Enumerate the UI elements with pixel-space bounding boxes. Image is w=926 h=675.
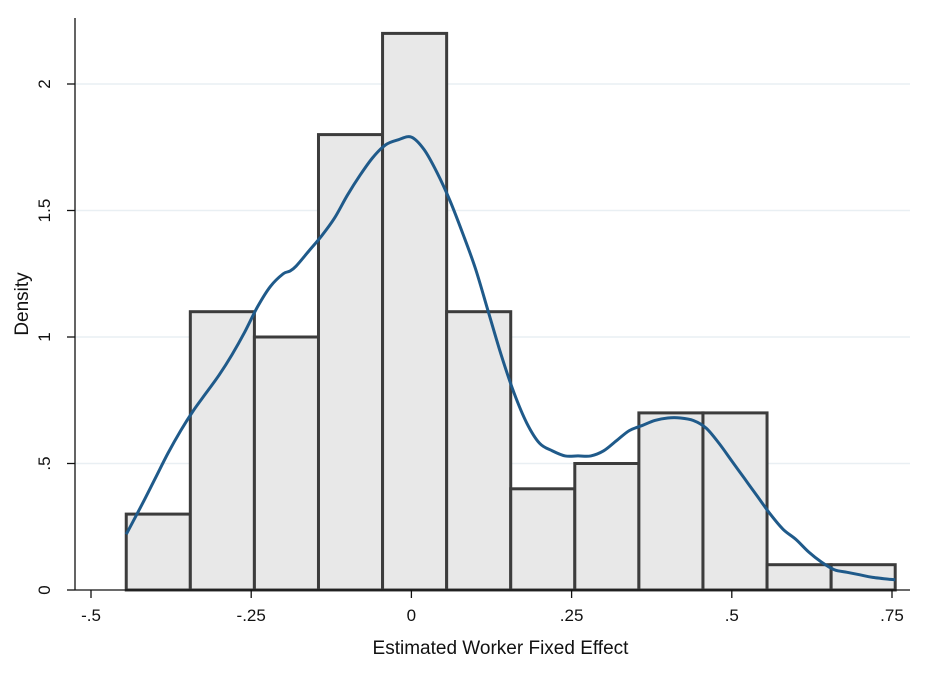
histogram-bar — [188, 310, 256, 592]
histogram-bar — [381, 31, 449, 592]
y-tick-label: 1.5 — [35, 199, 54, 223]
histogram-bar — [637, 411, 705, 592]
y-axis-title: Density — [12, 272, 33, 336]
x-tick-label: .25 — [560, 606, 584, 625]
y-tick-label: 2 — [35, 79, 54, 88]
axes — [74, 18, 910, 591]
x-tick-label: 0 — [407, 606, 416, 625]
histogram-bars — [124, 31, 897, 592]
y-tick-label: 0 — [35, 585, 54, 594]
histogram-bar — [701, 411, 769, 592]
x-axis-ticks: -.5 -.25 0 .25 .5 .75 — [81, 590, 904, 625]
histogram-bar — [509, 487, 577, 592]
histogram-bar — [445, 310, 513, 592]
y-axis-ticks: 0 .5 1 1.5 2 — [35, 79, 75, 595]
x-tick-label: .75 — [880, 606, 904, 625]
x-tick-label: .5 — [725, 606, 739, 625]
x-tick-label: -.5 — [81, 606, 101, 625]
x-tick-label: -.25 — [237, 606, 266, 625]
histogram-bar — [765, 563, 833, 592]
kde-density-curve — [124, 135, 896, 582]
y-tick-label: .5 — [35, 456, 54, 470]
histogram-bar — [316, 133, 385, 592]
histogram-bar — [573, 462, 641, 592]
histogram-bar — [252, 335, 320, 592]
histogram-bar — [124, 512, 192, 592]
y-tick-label: 1 — [35, 332, 54, 341]
x-axis-title: Estimated Worker Fixed Effect — [373, 638, 630, 659]
